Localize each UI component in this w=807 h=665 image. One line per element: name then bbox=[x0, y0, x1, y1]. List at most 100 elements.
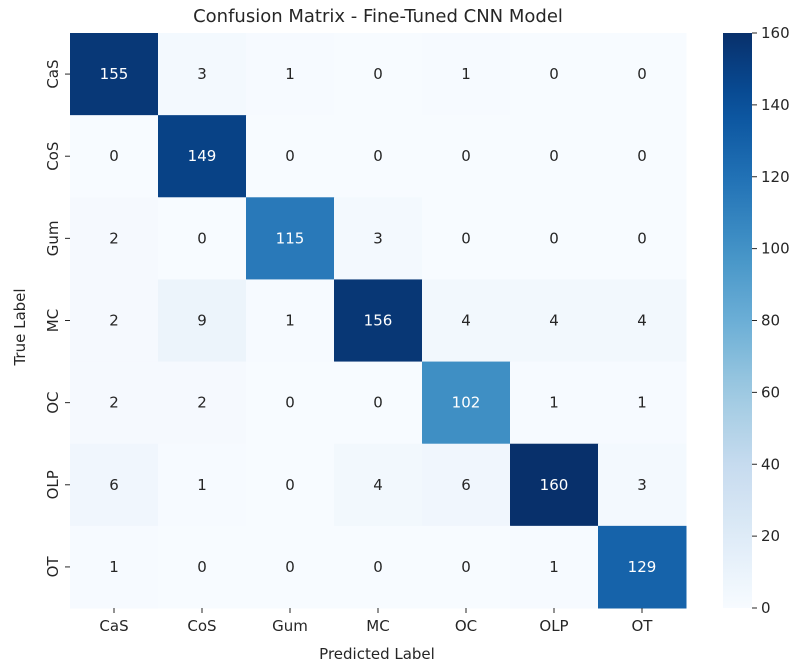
cell-value-label: 4 bbox=[637, 312, 647, 330]
cell-value-label: 2 bbox=[109, 394, 119, 412]
heatmap-cell-OLP-OLP bbox=[510, 443, 599, 527]
heatmap-cell-OLP-OC bbox=[422, 443, 511, 527]
heatmap-cell-CoS-MC bbox=[334, 115, 423, 198]
cell-value-label: 1 bbox=[637, 394, 647, 412]
cell-value-label: 4 bbox=[461, 312, 471, 330]
cell-value-label: 149 bbox=[188, 147, 217, 165]
cell-value-label: 3 bbox=[197, 65, 207, 83]
cell-value-label: 2 bbox=[109, 229, 119, 247]
heatmap-cell-OC-OLP bbox=[510, 361, 599, 445]
chart-title: Confusion Matrix - Fine-Tuned CNN Model bbox=[193, 6, 563, 27]
heatmap-cell-CaS-OLP bbox=[510, 33, 599, 116]
heatmap-cell-CaS-MC bbox=[334, 33, 423, 116]
heatmap-cell-Gum-MC bbox=[334, 197, 423, 280]
x-tick-label: OLP bbox=[539, 617, 568, 635]
cell-value-label: 1 bbox=[285, 65, 295, 83]
heatmap-cell-OLP-MC bbox=[334, 443, 423, 527]
cell-value-label: 1 bbox=[285, 312, 295, 330]
colorbar-tick-label: 20 bbox=[761, 527, 780, 545]
heatmap-cell-MC-MC bbox=[334, 279, 423, 363]
colorbar-tick-label: 140 bbox=[761, 96, 790, 114]
x-axis-ticks: CaS CoS Gum MC OC OLP OT bbox=[99, 608, 653, 635]
cell-value-label: 6 bbox=[461, 476, 471, 494]
cell-value-label: 0 bbox=[549, 147, 559, 165]
cell-value-label: 0 bbox=[637, 147, 647, 165]
x-tick-label: OT bbox=[632, 617, 654, 635]
cell-value-label: 4 bbox=[549, 312, 559, 330]
cell-value-label: 1 bbox=[461, 65, 471, 83]
x-tick-label: MC bbox=[366, 617, 389, 635]
y-tick-label: CoS bbox=[44, 142, 62, 171]
cell-value-label: 0 bbox=[373, 65, 383, 83]
colorbar-tick-label: 40 bbox=[761, 455, 780, 473]
y-axis-ticks: CaS CoS Gum MC OC OLP OT bbox=[44, 59, 70, 577]
cell-value-label: 0 bbox=[461, 558, 471, 576]
heatmap-cell-CaS-Gum bbox=[246, 33, 335, 116]
heatmap-cell-MC-CaS bbox=[70, 279, 159, 363]
heatmap-cell-MC-OLP bbox=[510, 279, 599, 363]
cell-value-label: 0 bbox=[373, 394, 383, 412]
heatmap-cell-Gum-Gum bbox=[246, 197, 335, 280]
cell-value-label: 6 bbox=[109, 476, 119, 494]
heatmap-cell-MC-OC bbox=[422, 279, 511, 363]
cell-value-label: 129 bbox=[628, 558, 657, 576]
cell-value-label: 156 bbox=[364, 312, 393, 330]
colorbar-tick-label: 80 bbox=[761, 312, 780, 330]
cell-value-label: 0 bbox=[637, 229, 647, 247]
heatmap-cell-CoS-OC bbox=[422, 115, 511, 198]
colorbar-tick-label: 0 bbox=[761, 599, 771, 617]
heatmap-cell-CoS-CoS bbox=[158, 115, 247, 198]
colorbar: 0 20 40 60 80 100 120 140 160 bbox=[723, 24, 790, 617]
heatmap-cell-Gum-OLP bbox=[510, 197, 599, 280]
cell-value-label: 4 bbox=[373, 476, 383, 494]
heatmap-cell-CaS-CoS bbox=[158, 33, 247, 116]
cell-value-label: 1 bbox=[197, 476, 207, 494]
cell-value-label: 0 bbox=[461, 147, 471, 165]
colorbar-tick-label: 160 bbox=[761, 24, 790, 42]
colorbar-tick-label: 100 bbox=[761, 240, 790, 258]
heatmap-cell-CaS-CaS bbox=[70, 33, 159, 116]
heatmap-cell-OT-CoS bbox=[158, 525, 247, 609]
colorbar-tick-label: 60 bbox=[761, 383, 780, 401]
cell-value-label: 3 bbox=[373, 229, 383, 247]
cell-value-label: 0 bbox=[285, 147, 295, 165]
cell-value-label: 0 bbox=[549, 229, 559, 247]
cell-value-label: 3 bbox=[637, 476, 647, 494]
cell-value-label: 1 bbox=[549, 558, 559, 576]
cell-value-label: 1 bbox=[109, 558, 119, 576]
heatmap-cell-CoS-CaS bbox=[70, 115, 159, 198]
heatmap-cell-CaS-OC bbox=[422, 33, 511, 116]
heatmap-cell-OLP-Gum bbox=[246, 443, 335, 527]
x-tick-label: CoS bbox=[187, 617, 216, 635]
cell-value-label: 0 bbox=[109, 147, 119, 165]
cell-value-label: 0 bbox=[285, 476, 295, 494]
y-tick-label: OLP bbox=[44, 470, 62, 499]
x-tick-label: OC bbox=[455, 617, 477, 635]
cell-value-label: 160 bbox=[540, 476, 569, 494]
x-tick-label: CaS bbox=[99, 617, 128, 635]
colorbar-gradient bbox=[723, 33, 752, 608]
heatmap-cell-Gum-OT bbox=[598, 197, 687, 280]
heatmap-cell-OC-OC bbox=[422, 361, 511, 445]
heatmap-cell-OC-CoS bbox=[158, 361, 247, 445]
heatmap-cell-OC-OT bbox=[598, 361, 687, 445]
heatmap-cell-CoS-OT bbox=[598, 115, 687, 198]
heatmap-cell-OC-CaS bbox=[70, 361, 159, 445]
heatmap-cell-OT-CaS bbox=[70, 525, 159, 609]
heatmap-cell-Gum-OC bbox=[422, 197, 511, 280]
x-tick-label: Gum bbox=[272, 617, 308, 635]
heatmap-cell-OC-MC bbox=[334, 361, 423, 445]
heatmap-cell-OLP-OT bbox=[598, 443, 687, 527]
cell-value-label: 9 bbox=[197, 312, 207, 330]
cell-value-label: 102 bbox=[452, 394, 481, 412]
cell-value-label: 0 bbox=[461, 229, 471, 247]
heatmap-cell-MC-CoS bbox=[158, 279, 247, 363]
cell-value-label: 0 bbox=[197, 229, 207, 247]
cell-value-label: 0 bbox=[373, 558, 383, 576]
cell-value-label: 0 bbox=[285, 394, 295, 412]
y-tick-label: OC bbox=[44, 392, 62, 414]
heatmap-cell-OT-Gum bbox=[246, 525, 335, 609]
heatmap-cell-OT-OT bbox=[598, 525, 687, 609]
